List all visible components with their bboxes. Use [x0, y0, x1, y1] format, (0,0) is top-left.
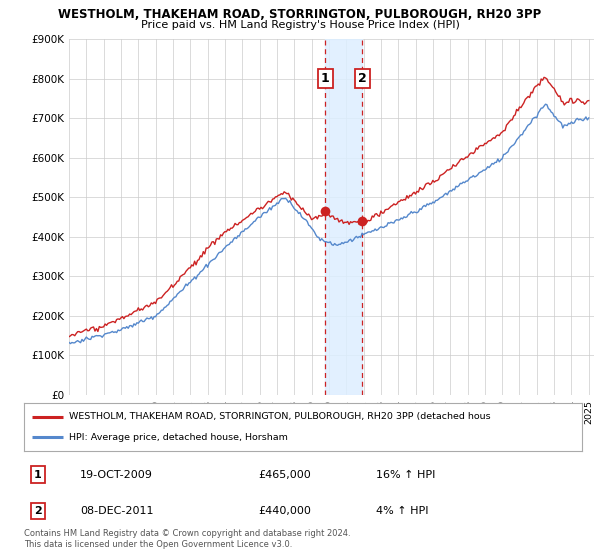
Text: 2: 2 — [34, 506, 42, 516]
Text: HPI: Average price, detached house, Horsham: HPI: Average price, detached house, Hors… — [68, 433, 287, 442]
Text: 1: 1 — [34, 470, 42, 479]
Text: Contains HM Land Registry data © Crown copyright and database right 2024.
This d: Contains HM Land Registry data © Crown c… — [24, 529, 350, 549]
Text: WESTHOLM, THAKEHAM ROAD, STORRINGTON, PULBOROUGH, RH20 3PP (detached hous: WESTHOLM, THAKEHAM ROAD, STORRINGTON, PU… — [68, 412, 490, 421]
Text: £465,000: £465,000 — [259, 470, 311, 479]
Text: £440,000: £440,000 — [259, 506, 311, 516]
Text: 2: 2 — [358, 72, 367, 85]
Text: WESTHOLM, THAKEHAM ROAD, STORRINGTON, PULBOROUGH, RH20 3PP: WESTHOLM, THAKEHAM ROAD, STORRINGTON, PU… — [58, 8, 542, 21]
Text: 1: 1 — [321, 72, 330, 85]
Text: 4% ↑ HPI: 4% ↑ HPI — [376, 506, 428, 516]
Bar — [325, 39, 362, 395]
Text: 16% ↑ HPI: 16% ↑ HPI — [376, 470, 435, 479]
Text: 19-OCT-2009: 19-OCT-2009 — [80, 470, 152, 479]
Text: Price paid vs. HM Land Registry's House Price Index (HPI): Price paid vs. HM Land Registry's House … — [140, 20, 460, 30]
Text: 08-DEC-2011: 08-DEC-2011 — [80, 506, 154, 516]
